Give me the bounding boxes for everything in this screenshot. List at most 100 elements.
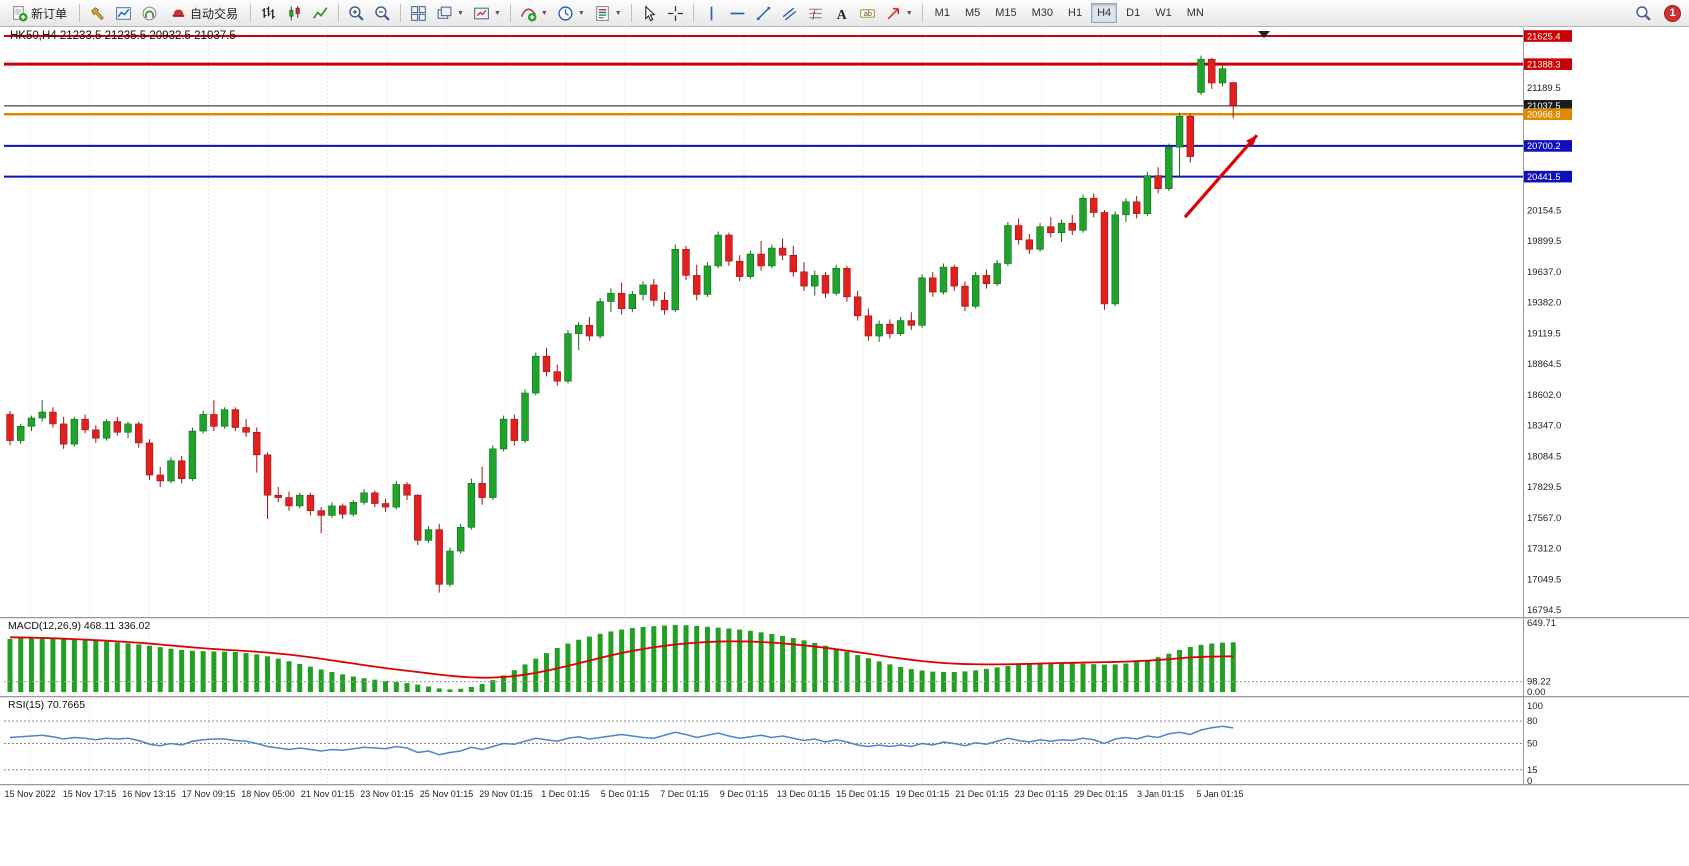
periods-button[interactable]: ▼ bbox=[553, 2, 589, 24]
svg-text:3 Jan 01:15: 3 Jan 01:15 bbox=[1137, 789, 1184, 799]
svg-text:16794.5: 16794.5 bbox=[1527, 605, 1561, 616]
svg-text:7 Dec 01:15: 7 Dec 01:15 bbox=[660, 789, 709, 799]
notification-badge[interactable]: 1 bbox=[1664, 4, 1681, 22]
svg-text:15 Nov 17:15: 15 Nov 17:15 bbox=[63, 789, 117, 799]
dropdown-caret-icon[interactable]: ▼ bbox=[905, 9, 913, 17]
indicators-button[interactable]: ▼ bbox=[516, 2, 552, 24]
charts-window-button[interactable] bbox=[111, 2, 136, 24]
svg-text:17049.5: 17049.5 bbox=[1527, 575, 1561, 586]
crosshair-button[interactable] bbox=[663, 2, 688, 24]
svg-text:20154.5: 20154.5 bbox=[1527, 206, 1561, 217]
crosshair-icon bbox=[667, 5, 683, 21]
svg-text:0.00: 0.00 bbox=[1527, 687, 1546, 698]
new-order-button-label: 新订单 bbox=[31, 6, 68, 21]
chart-window-icon bbox=[116, 6, 131, 20]
svg-text:5 Jan 01:15: 5 Jan 01:15 bbox=[1196, 789, 1243, 799]
cursor-button[interactable] bbox=[637, 2, 662, 24]
cascade-windows-button[interactable]: ▼ bbox=[432, 2, 468, 24]
svg-text:98.22: 98.22 bbox=[1527, 677, 1551, 688]
svg-text:100: 100 bbox=[1527, 701, 1543, 712]
hammer-icon bbox=[91, 6, 104, 20]
vertical-line-button[interactable] bbox=[699, 2, 724, 24]
autotrade-icon bbox=[172, 8, 185, 17]
timeframe-m30[interactable]: M30 bbox=[1031, 7, 1054, 19]
fibonacci-button[interactable]: f bbox=[803, 2, 828, 24]
vline-icon bbox=[710, 6, 713, 20]
tile-windows-icon bbox=[411, 5, 426, 21]
new-order-button[interactable]: 新订单 bbox=[4, 2, 74, 24]
headphones-button[interactable] bbox=[137, 2, 162, 24]
arrows-button[interactable]: ▼ bbox=[881, 2, 917, 24]
timeframe-mn[interactable]: MN bbox=[1186, 7, 1204, 19]
svg-text:ab: ab bbox=[864, 8, 872, 17]
auto-trading-button-label: 自动交易 bbox=[190, 6, 239, 21]
svg-text:20700.2: 20700.2 bbox=[1527, 141, 1561, 151]
svg-text:18864.5: 18864.5 bbox=[1527, 359, 1561, 370]
label-button[interactable]: ab bbox=[855, 2, 880, 24]
horizontal-line-button[interactable] bbox=[725, 2, 750, 24]
chart-shift-marker[interactable] bbox=[1258, 31, 1270, 38]
trendline-icon bbox=[756, 6, 770, 20]
dropdown-caret-icon[interactable]: ▼ bbox=[540, 9, 548, 17]
timeframe-w1[interactable]: W1 bbox=[1155, 7, 1172, 19]
svg-text:80: 80 bbox=[1527, 716, 1538, 727]
timeframe-m1[interactable]: M1 bbox=[934, 7, 950, 19]
svg-text:f: f bbox=[812, 9, 817, 20]
horizontal-lines[interactable] bbox=[4, 35, 1523, 178]
channel-button[interactable] bbox=[777, 2, 802, 24]
auto-trading-button[interactable]: 自动交易 bbox=[163, 2, 245, 24]
svg-text:29 Dec 01:15: 29 Dec 01:15 bbox=[1074, 789, 1128, 799]
svg-text:29 Nov 01:15: 29 Nov 01:15 bbox=[479, 789, 533, 799]
svg-text:17312.0: 17312.0 bbox=[1527, 543, 1561, 554]
trend-arrow[interactable] bbox=[1183, 134, 1259, 219]
headphones-icon bbox=[142, 6, 157, 20]
svg-text:15 Dec 01:15: 15 Dec 01:15 bbox=[836, 789, 890, 799]
trendline-button[interactable] bbox=[751, 2, 776, 24]
svg-text:21189.5: 21189.5 bbox=[1527, 83, 1561, 94]
bar-chart-button[interactable] bbox=[256, 2, 281, 24]
dropdown-caret-icon[interactable]: ▼ bbox=[493, 9, 501, 17]
templates-button[interactable]: ▼ bbox=[590, 2, 626, 24]
tile-windows-button[interactable] bbox=[406, 2, 431, 24]
timeframe-h4[interactable]: H4 bbox=[1091, 3, 1118, 23]
doc-plus-icon bbox=[13, 5, 28, 21]
price-axis[interactable]: 21189.5 20154.5 19899.5 19637.0 19382.0 19119… bbox=[1524, 30, 1572, 616]
line-chart-button[interactable] bbox=[308, 2, 333, 24]
svg-text:25 Nov 01:15: 25 Nov 01:15 bbox=[420, 789, 474, 799]
zoom-in-button[interactable] bbox=[344, 2, 369, 24]
svg-text:0: 0 bbox=[1527, 776, 1532, 787]
svg-text:21 Dec 01:15: 21 Dec 01:15 bbox=[955, 789, 1009, 799]
indicator-plus-icon bbox=[520, 8, 537, 21]
rsi-label: RSI(15) 70.7665 bbox=[8, 699, 86, 711]
svg-text:15: 15 bbox=[1527, 765, 1538, 776]
search-button[interactable] bbox=[1631, 2, 1656, 24]
panel-frames bbox=[0, 28, 1689, 786]
clock-icon bbox=[558, 5, 573, 21]
timeframe-m5[interactable]: M5 bbox=[964, 7, 981, 19]
svg-text:21037.5: 21037.5 bbox=[1527, 101, 1561, 111]
label-icon: ab bbox=[859, 8, 875, 17]
svg-text:18084.5: 18084.5 bbox=[1527, 452, 1561, 463]
svg-text:19 Dec 01:15: 19 Dec 01:15 bbox=[896, 789, 950, 799]
track-chart-button[interactable]: ▼ bbox=[469, 2, 505, 24]
hammer-tool-button[interactable] bbox=[85, 2, 110, 24]
svg-text:16 Nov 13:15: 16 Nov 13:15 bbox=[122, 789, 176, 799]
timeframe-d1[interactable]: D1 bbox=[1126, 7, 1141, 19]
text-button[interactable]: A bbox=[829, 2, 854, 24]
rsi-panel: 100 80 50 150 bbox=[4, 701, 1543, 787]
toolbar-separator bbox=[630, 4, 632, 22]
time-axis[interactable]: 15 Nov 2022 15 Nov 17:15 16 Nov 13:15 17 No… bbox=[4, 789, 1243, 799]
dropdown-caret-icon[interactable]: ▼ bbox=[457, 9, 464, 17]
timeframe-h1[interactable]: H1 bbox=[1068, 7, 1083, 19]
svg-text:13 Dec 01:15: 13 Dec 01:15 bbox=[777, 789, 831, 799]
dropdown-caret-icon[interactable]: ▼ bbox=[614, 9, 622, 17]
dropdown-caret-icon[interactable]: ▼ bbox=[577, 9, 585, 17]
candle-chart-button[interactable] bbox=[282, 2, 307, 24]
toolbar-right: 1 bbox=[1631, 2, 1681, 24]
svg-text:5 Dec 01:15: 5 Dec 01:15 bbox=[601, 789, 650, 799]
zoom-out-button[interactable] bbox=[370, 2, 395, 24]
chart-canvas[interactable]: 15 Nov 2022 15 Nov 17:15 16 Nov 13:15 17 No… bbox=[0, 28, 1689, 866]
timeframe-m15[interactable]: M15 bbox=[995, 7, 1017, 19]
